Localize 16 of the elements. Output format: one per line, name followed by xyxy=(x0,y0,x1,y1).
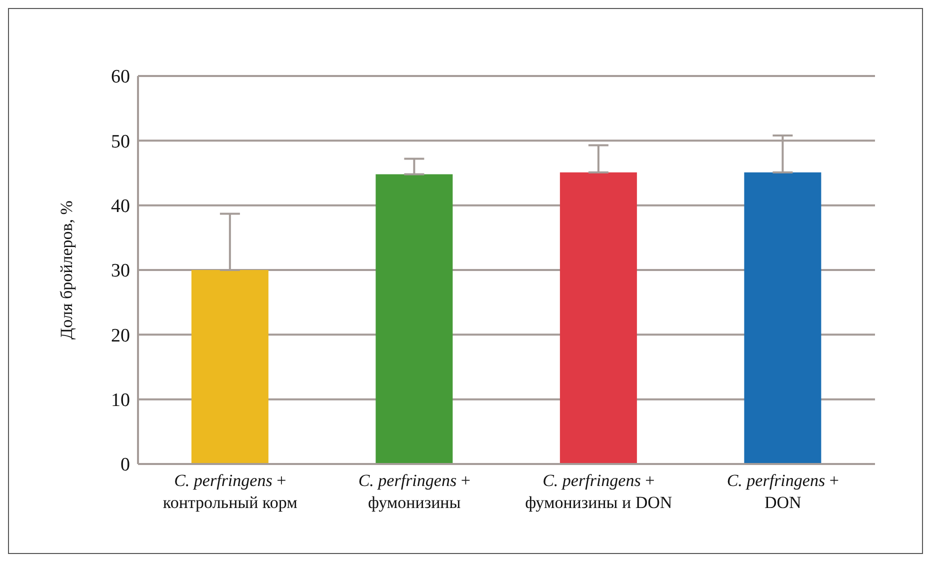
y-tick-label: 60 xyxy=(111,66,130,88)
y-tick-label: 30 xyxy=(111,260,130,282)
y-tick-label: 40 xyxy=(111,196,130,218)
bar xyxy=(376,174,453,464)
category-label: C. perfringens + DON xyxy=(726,471,839,512)
x-tick-label: C. perfringens + контрольный корм xyxy=(162,471,298,512)
bar xyxy=(560,172,637,464)
y-tick-label: 10 xyxy=(111,390,130,412)
y-tick-label: 0 xyxy=(120,454,130,476)
y-axis-title: Доля бройлеров, % xyxy=(57,200,76,340)
x-tick-label: C. perfringens + фумонизины xyxy=(358,471,470,512)
x-tick-label: C. perfringens + фумонизины и DON xyxy=(525,471,672,512)
bar xyxy=(191,270,268,464)
y-tick-label: 50 xyxy=(111,131,130,152)
bar xyxy=(744,172,822,464)
y-tick-label: 20 xyxy=(111,325,130,346)
